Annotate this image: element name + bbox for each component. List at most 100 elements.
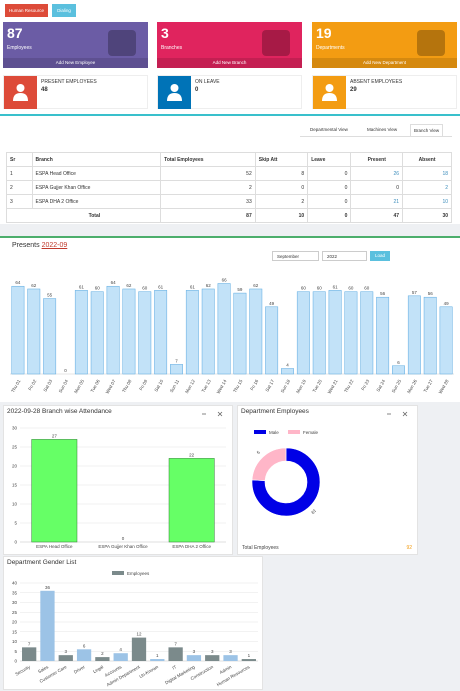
x-tick-label: Tue 20 [312, 378, 324, 393]
chart-title: Presents 2022-09 [12, 242, 67, 249]
table-cell: 8 [254, 166, 309, 181]
stat-box: 87 Employees Add New Employee [3, 22, 148, 68]
tab[interactable]: Machines View [367, 127, 398, 132]
close-icon[interactable] [217, 411, 223, 417]
info-icon [313, 76, 346, 109]
slice-label: 19 [310, 508, 317, 515]
bar [154, 290, 168, 375]
value-label: 60 [301, 286, 307, 291]
table-cell: 21 [350, 194, 404, 209]
info-value: 0 [195, 87, 199, 93]
y-tick-label: 40 [12, 581, 18, 586]
branch-attendance-card: 2022-09-28 Branch wise Attendance 0 5 10 15 2… [3, 405, 233, 555]
tab-line [300, 136, 452, 137]
stat-link[interactable]: Add New Branch [157, 58, 302, 68]
stat-box: 19 Departments Add New Department [312, 22, 457, 68]
bar [376, 296, 390, 375]
bar [31, 439, 78, 543]
person-icon [13, 84, 28, 101]
value-label: 60 [317, 286, 323, 291]
value-label: 61 [158, 284, 164, 289]
x-tick-label: Wed 21 [327, 378, 339, 394]
stat-icon [417, 30, 445, 56]
stat-label: Employees [7, 45, 32, 51]
value-label: 60 [364, 286, 370, 291]
value-label: 3 [211, 649, 214, 654]
info-value: 48 [41, 87, 48, 93]
tab[interactable]: Departmental View [310, 127, 348, 132]
x-tick-label: Wed 14 [216, 378, 228, 394]
table-cell: 2 [6, 180, 33, 195]
bar [138, 291, 152, 375]
x-tick-label: Un-Known [138, 664, 159, 679]
x-tick-label: ESPA Head Office [36, 544, 73, 549]
x-tick-label: Driver [73, 664, 86, 675]
stat-link[interactable]: Add New Employee [3, 58, 148, 68]
value-label: 22 [189, 452, 195, 457]
table-cell: 0 [254, 180, 309, 195]
table-cell: 26 [350, 166, 404, 181]
x-tick-label: Fri 16 [249, 378, 259, 391]
bar [407, 295, 421, 375]
month-select[interactable]: September [272, 251, 319, 261]
table-row: 1 ESPA Head Office 52 8 0 26 18 [6, 166, 452, 181]
value-label: 3 [65, 649, 68, 654]
card-controls [202, 411, 223, 417]
value-label: 61 [79, 284, 85, 289]
bar [423, 296, 437, 375]
bar [233, 292, 247, 375]
table-cell: ESPA DHA 2 Office [31, 194, 162, 209]
table-cell: 2 [402, 180, 452, 195]
x-tick-label: IT [171, 664, 177, 670]
close-icon[interactable] [402, 411, 408, 417]
table-cell: 3 [6, 194, 33, 209]
bar [106, 285, 120, 375]
year-select[interactable]: 2022 [322, 251, 367, 261]
x-tick-label: Digital Marketing [164, 664, 196, 685]
tab[interactable]: Branch View [410, 124, 444, 136]
y-tick-label: 20 [12, 464, 18, 469]
icon-body [13, 93, 28, 101]
value-label: 56 [428, 291, 434, 296]
donut-chart: Male Female 19 6 Total Employees 92 [242, 430, 412, 551]
x-tick-label: Thu 01 [10, 378, 22, 393]
department-employees-card: Department Employees Male Female 19 6 Total E… [237, 405, 418, 555]
bar [281, 368, 294, 375]
x-tick-label: Sat 24 [375, 378, 386, 392]
stat-icon [262, 30, 290, 56]
person-icon [167, 84, 182, 101]
title-text: Presents [12, 242, 40, 249]
bar [201, 288, 215, 375]
value-label: 60 [348, 286, 354, 291]
table-cell: ESPA Head Office [31, 166, 162, 181]
bar [170, 364, 183, 375]
value-label: 57 [412, 290, 418, 295]
chart-title: Department Employees [241, 408, 309, 415]
y-tick-label: 15 [12, 483, 18, 488]
table-cell: 33 [160, 194, 256, 209]
total-value: 92 [406, 545, 412, 551]
value-label: 66 [222, 277, 228, 282]
x-tick-label: Mon 19 [295, 378, 307, 394]
bar [185, 290, 199, 375]
value-label: 60 [95, 286, 101, 291]
legend-label: Male [269, 430, 279, 435]
table-cell: 2 [160, 180, 256, 195]
table-cell: 10 [402, 194, 452, 209]
nav-button[interactable]: Dialing [52, 4, 76, 17]
x-tick-label: Fri 02 [27, 378, 37, 391]
x-tick-label: Thu 22 [343, 378, 355, 393]
load-button[interactable]: Load [370, 251, 390, 261]
bar [344, 291, 358, 375]
header-cell: Present [350, 152, 404, 167]
bar [168, 647, 183, 661]
stat-label: Departments [316, 45, 345, 51]
x-tick-label: Human Resources [216, 664, 251, 687]
table-row: 2 ESPA Gujjer Khan Office 2 0 0 0 2 [6, 180, 452, 195]
x-tick-label: Mon 05 [73, 378, 85, 394]
stat-link[interactable]: Add New Department [312, 58, 457, 68]
nav-button[interactable]: Human Resource [5, 4, 48, 17]
info-icon [4, 76, 37, 109]
